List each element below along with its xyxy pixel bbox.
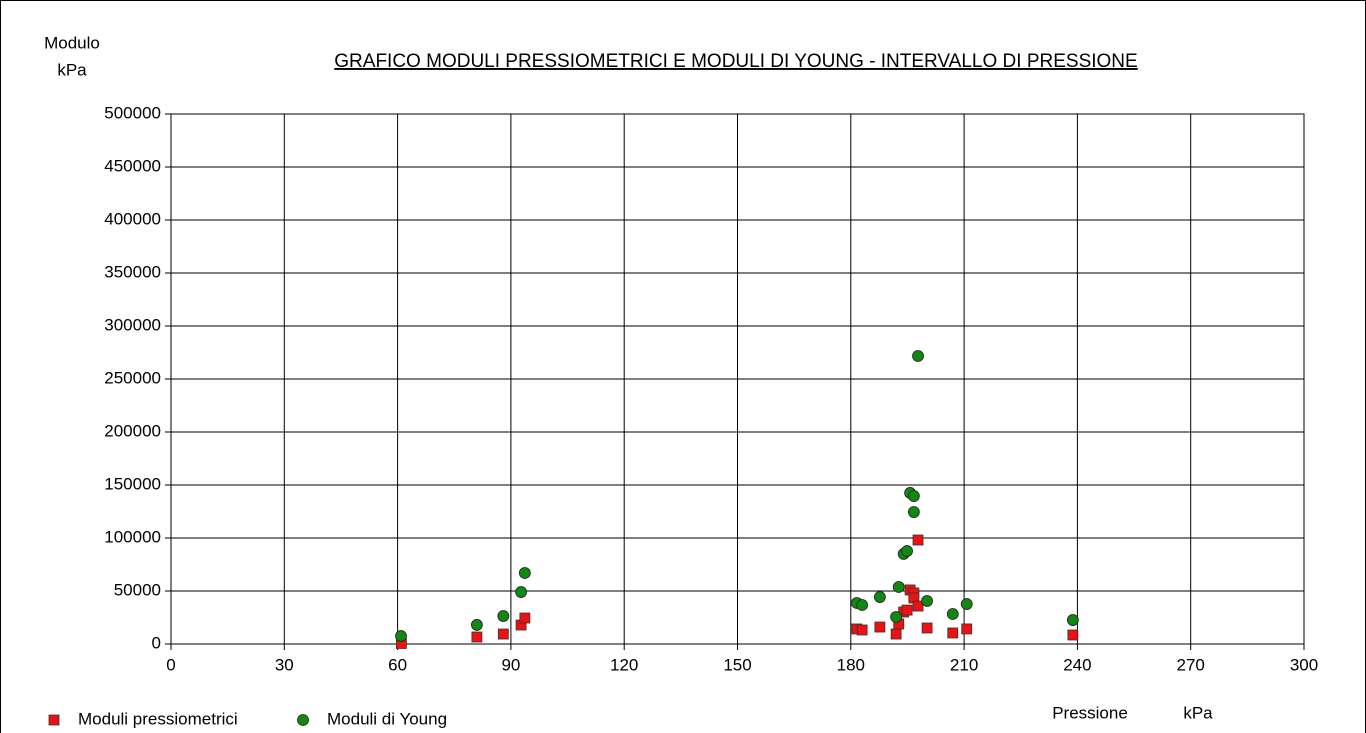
x-axis-label: Pressione <box>1052 703 1128 722</box>
x-tick-label: 0 <box>166 655 175 674</box>
data-point <box>907 506 920 518</box>
data-point <box>960 598 973 610</box>
data-point <box>856 599 869 611</box>
data-point <box>912 534 924 546</box>
y-tick-label: 350000 <box>104 262 161 281</box>
data-point <box>921 622 933 634</box>
y-tick-label: 400000 <box>104 209 161 228</box>
y-tick-label: 300000 <box>104 315 161 334</box>
y-tick-label: 100000 <box>104 527 161 546</box>
y-tick-label: 500000 <box>104 103 161 122</box>
data-point <box>471 619 483 631</box>
x-tick-label: 270 <box>1177 655 1205 674</box>
data-point <box>961 623 973 635</box>
y-tick-label: 450000 <box>104 156 161 175</box>
x-tick-label: 30 <box>275 655 294 674</box>
data-point <box>1067 629 1079 641</box>
legend-marker <box>297 714 309 726</box>
x-axis-unit: kPa <box>1183 703 1213 722</box>
y-tick-label: 200000 <box>104 421 161 440</box>
data-point <box>912 600 924 612</box>
chart-title: GRAFICO MODULI PRESSIOMETRICI E MODULI D… <box>334 51 1137 72</box>
data-point <box>892 581 905 593</box>
y-tick-label: 0 <box>152 633 161 652</box>
legend-marker <box>48 714 60 726</box>
x-tick-label: 300 <box>1290 655 1318 674</box>
y-tick-label: 150000 <box>104 474 161 493</box>
data-point <box>890 628 902 640</box>
data-point <box>856 624 868 636</box>
legend-label: Moduli pressiometrici <box>78 709 238 728</box>
y-axis-label: Modulo <box>44 33 100 52</box>
data-point <box>1066 614 1079 626</box>
data-point <box>515 586 527 598</box>
y-tick-label: 50000 <box>114 580 161 599</box>
data-point <box>901 545 913 557</box>
data-point <box>395 630 407 642</box>
data-point <box>947 627 959 639</box>
x-tick-label: 120 <box>610 655 638 674</box>
data-point <box>497 610 510 622</box>
data-point <box>497 628 509 640</box>
x-tick-label: 90 <box>501 655 520 674</box>
data-point <box>946 608 959 620</box>
x-tick-label: 180 <box>837 655 865 674</box>
y-tick-label: 250000 <box>104 368 161 387</box>
data-point <box>518 567 531 579</box>
data-point <box>471 631 483 643</box>
legend-label: Moduli di Young <box>327 709 447 728</box>
x-tick-label: 210 <box>950 655 978 674</box>
y-axis-unit: kPa <box>57 60 87 79</box>
data-point <box>519 612 531 624</box>
data-point <box>901 604 913 616</box>
data-point <box>921 595 933 607</box>
x-tick-label: 60 <box>388 655 407 674</box>
x-tick-label: 150 <box>723 655 751 674</box>
data-point <box>907 490 920 502</box>
data-point <box>874 621 886 633</box>
data-point <box>873 591 886 603</box>
data-point <box>890 611 903 623</box>
x-tick-label: 240 <box>1063 655 1091 674</box>
data-point <box>912 350 924 362</box>
